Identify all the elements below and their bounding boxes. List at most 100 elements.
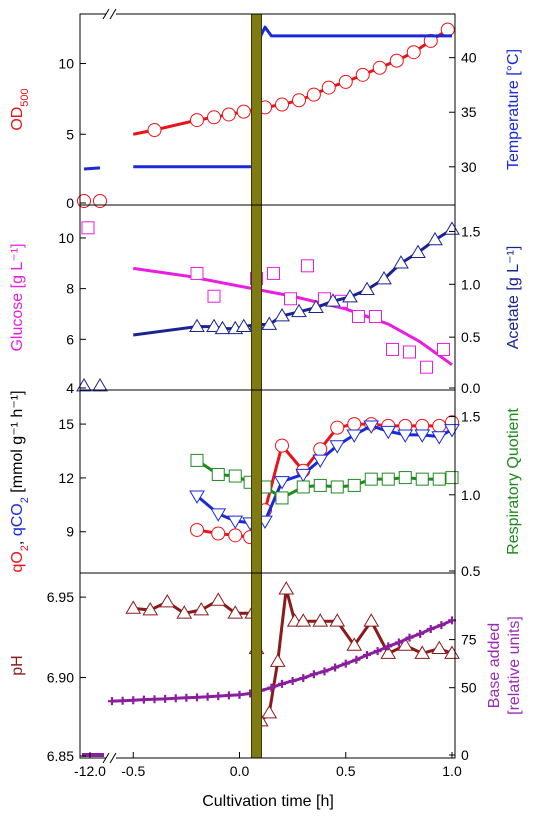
data-point [397, 637, 414, 651]
data-point [346, 637, 363, 651]
series-2 [190, 453, 459, 505]
data-point [347, 417, 362, 432]
left-tick-label: 6 [66, 331, 74, 347]
data-point [284, 292, 297, 306]
left-axis-label-part: [mmol g⁻¹ h⁻¹] [9, 390, 26, 497]
data-point [295, 613, 312, 627]
data-point [306, 87, 321, 102]
data-point [359, 281, 375, 295]
data-point [267, 683, 276, 692]
x-tick-label: 0.0 [230, 763, 250, 779]
right-tick-label: 1.5 [461, 409, 481, 425]
left-tick-label: 6.85 [47, 748, 74, 764]
panel-top: 0 5 10 30 35 40 OD500 Temperature [°C] [9, 22, 522, 211]
data-point [330, 480, 344, 494]
panel-glucose-acetate: 4 6 8 10 0.0 0.5 1.0 1.5 Glucose [g L⁻¹] Acetate … [9, 221, 522, 396]
x-tick-label: 1.0 [442, 763, 462, 779]
data-point [313, 442, 328, 457]
data-point [355, 67, 370, 82]
axis-break-gap [106, 9, 116, 19]
data-point [129, 696, 138, 705]
series-line [132, 28, 449, 136]
axis-break-mark [102, 752, 117, 764]
data-point [363, 420, 380, 434]
data-point [227, 605, 244, 619]
data-point [190, 266, 204, 280]
series-1 [83, 25, 452, 171]
right-tick-label: 1.5 [461, 223, 481, 239]
data-point [405, 633, 414, 642]
data-point [210, 508, 227, 522]
panel-frame [79, 204, 456, 391]
data-point [224, 691, 233, 700]
data-point [386, 342, 399, 356]
series-0 [125, 581, 460, 727]
data-point [342, 288, 358, 303]
data-point [274, 476, 290, 490]
data-point [275, 97, 289, 112]
right-tick-label: 1.0 [461, 276, 481, 292]
data-point [312, 613, 329, 627]
data-point [189, 318, 205, 332]
right-axis-label: Acetate [g L⁻¹] [505, 246, 522, 350]
right-tick-label: 1.0 [461, 487, 481, 503]
data-point [431, 640, 448, 655]
left-tick-label: 12 [58, 470, 74, 486]
right-tick-label: 75 [461, 632, 477, 648]
data-point [415, 472, 429, 486]
data-point [373, 647, 382, 656]
series-0 [81, 221, 453, 374]
data-point [329, 440, 346, 454]
data-point-pre [93, 194, 107, 208]
data-point [228, 528, 243, 543]
data-point [296, 480, 310, 494]
left-axis-label-part: qCO [9, 503, 26, 536]
data-point [211, 526, 226, 541]
data-point [227, 515, 244, 529]
left-tick-label: 10 [58, 230, 74, 246]
data-point [193, 602, 210, 616]
data-point [364, 472, 378, 486]
data-point [176, 605, 193, 619]
left-axis-label-main: pH [9, 655, 26, 675]
x-tick-label: 0.5 [336, 763, 356, 779]
data-point [369, 310, 382, 324]
data-point [125, 600, 142, 614]
right-tick-label: 0.5 [461, 563, 481, 579]
data-point [325, 293, 341, 307]
data-point [288, 676, 297, 685]
data-point [236, 104, 251, 119]
data-point [275, 491, 289, 505]
data-point [228, 469, 242, 483]
data-point [363, 650, 371, 659]
x-tick-label: -12.0 [74, 763, 106, 779]
data-point [376, 271, 392, 285]
data-point [432, 418, 447, 433]
data-point [190, 522, 204, 537]
left-tick-label: 8 [66, 281, 74, 297]
data-point [381, 472, 395, 486]
right-tick-label: 0.5 [461, 329, 481, 345]
data-point [389, 53, 404, 68]
right-tick-label: 0 [461, 747, 469, 763]
data-point [274, 308, 290, 322]
series-line [133, 25, 452, 169]
data-point [221, 107, 236, 122]
data-point [329, 613, 346, 627]
data-point [278, 581, 295, 595]
data-point [308, 299, 324, 313]
data-point [291, 303, 307, 318]
data-point [275, 438, 289, 453]
data-point [394, 638, 403, 647]
data-point [150, 695, 159, 704]
data-point [295, 468, 312, 483]
series-1 [82, 616, 456, 757]
x-axis: -12.0 -0.5 0.0 0.5 1.0 [74, 752, 462, 779]
data-point [380, 645, 397, 659]
data-point [214, 320, 231, 335]
data-point [410, 244, 426, 258]
data-point [299, 674, 308, 683]
data-point [352, 655, 361, 664]
axis-break-mark [102, 8, 117, 20]
